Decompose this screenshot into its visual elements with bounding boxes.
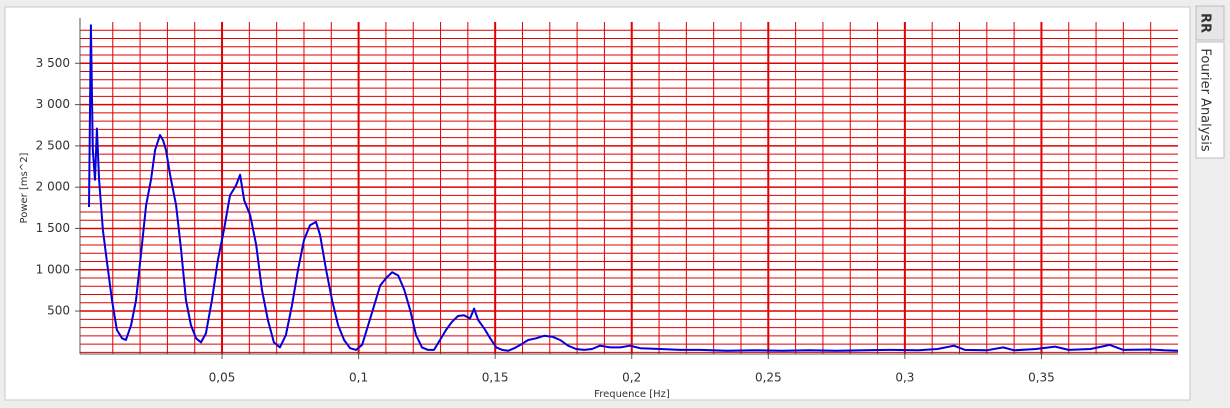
y-tick-label: 2 000 bbox=[36, 180, 70, 194]
x-tick-label: 0,3 bbox=[895, 371, 914, 385]
y-tick-label: 3 500 bbox=[36, 56, 70, 70]
y-axis-label: Power [ms^2] bbox=[19, 152, 30, 223]
x-tick-label: 0,1 bbox=[349, 371, 368, 385]
y-tick-label: 500 bbox=[47, 304, 70, 318]
tab[interactable] bbox=[1195, 5, 1225, 41]
line bbox=[88, 24, 1179, 352]
tab-active[interactable] bbox=[1195, 41, 1225, 159]
y-tick-label: 2 500 bbox=[36, 138, 70, 152]
tab-label[interactable]: RR bbox=[1198, 13, 1213, 33]
x-tick-label: 0,25 bbox=[755, 371, 782, 385]
y-tick-label: 1 500 bbox=[36, 221, 70, 235]
x-tick-label: 0,05 bbox=[209, 371, 236, 385]
tab-label[interactable]: Fourier Analysis bbox=[1198, 48, 1213, 151]
y-tick-label: 3 000 bbox=[36, 97, 70, 111]
x-tick-label: 0,15 bbox=[482, 371, 509, 385]
x-tick-label: 0,35 bbox=[1028, 371, 1055, 385]
x-axis-label: Frequence [Hz] bbox=[594, 389, 670, 400]
x-tick-label: 0,2 bbox=[622, 371, 641, 385]
y-tick-label: 1 000 bbox=[36, 262, 70, 276]
